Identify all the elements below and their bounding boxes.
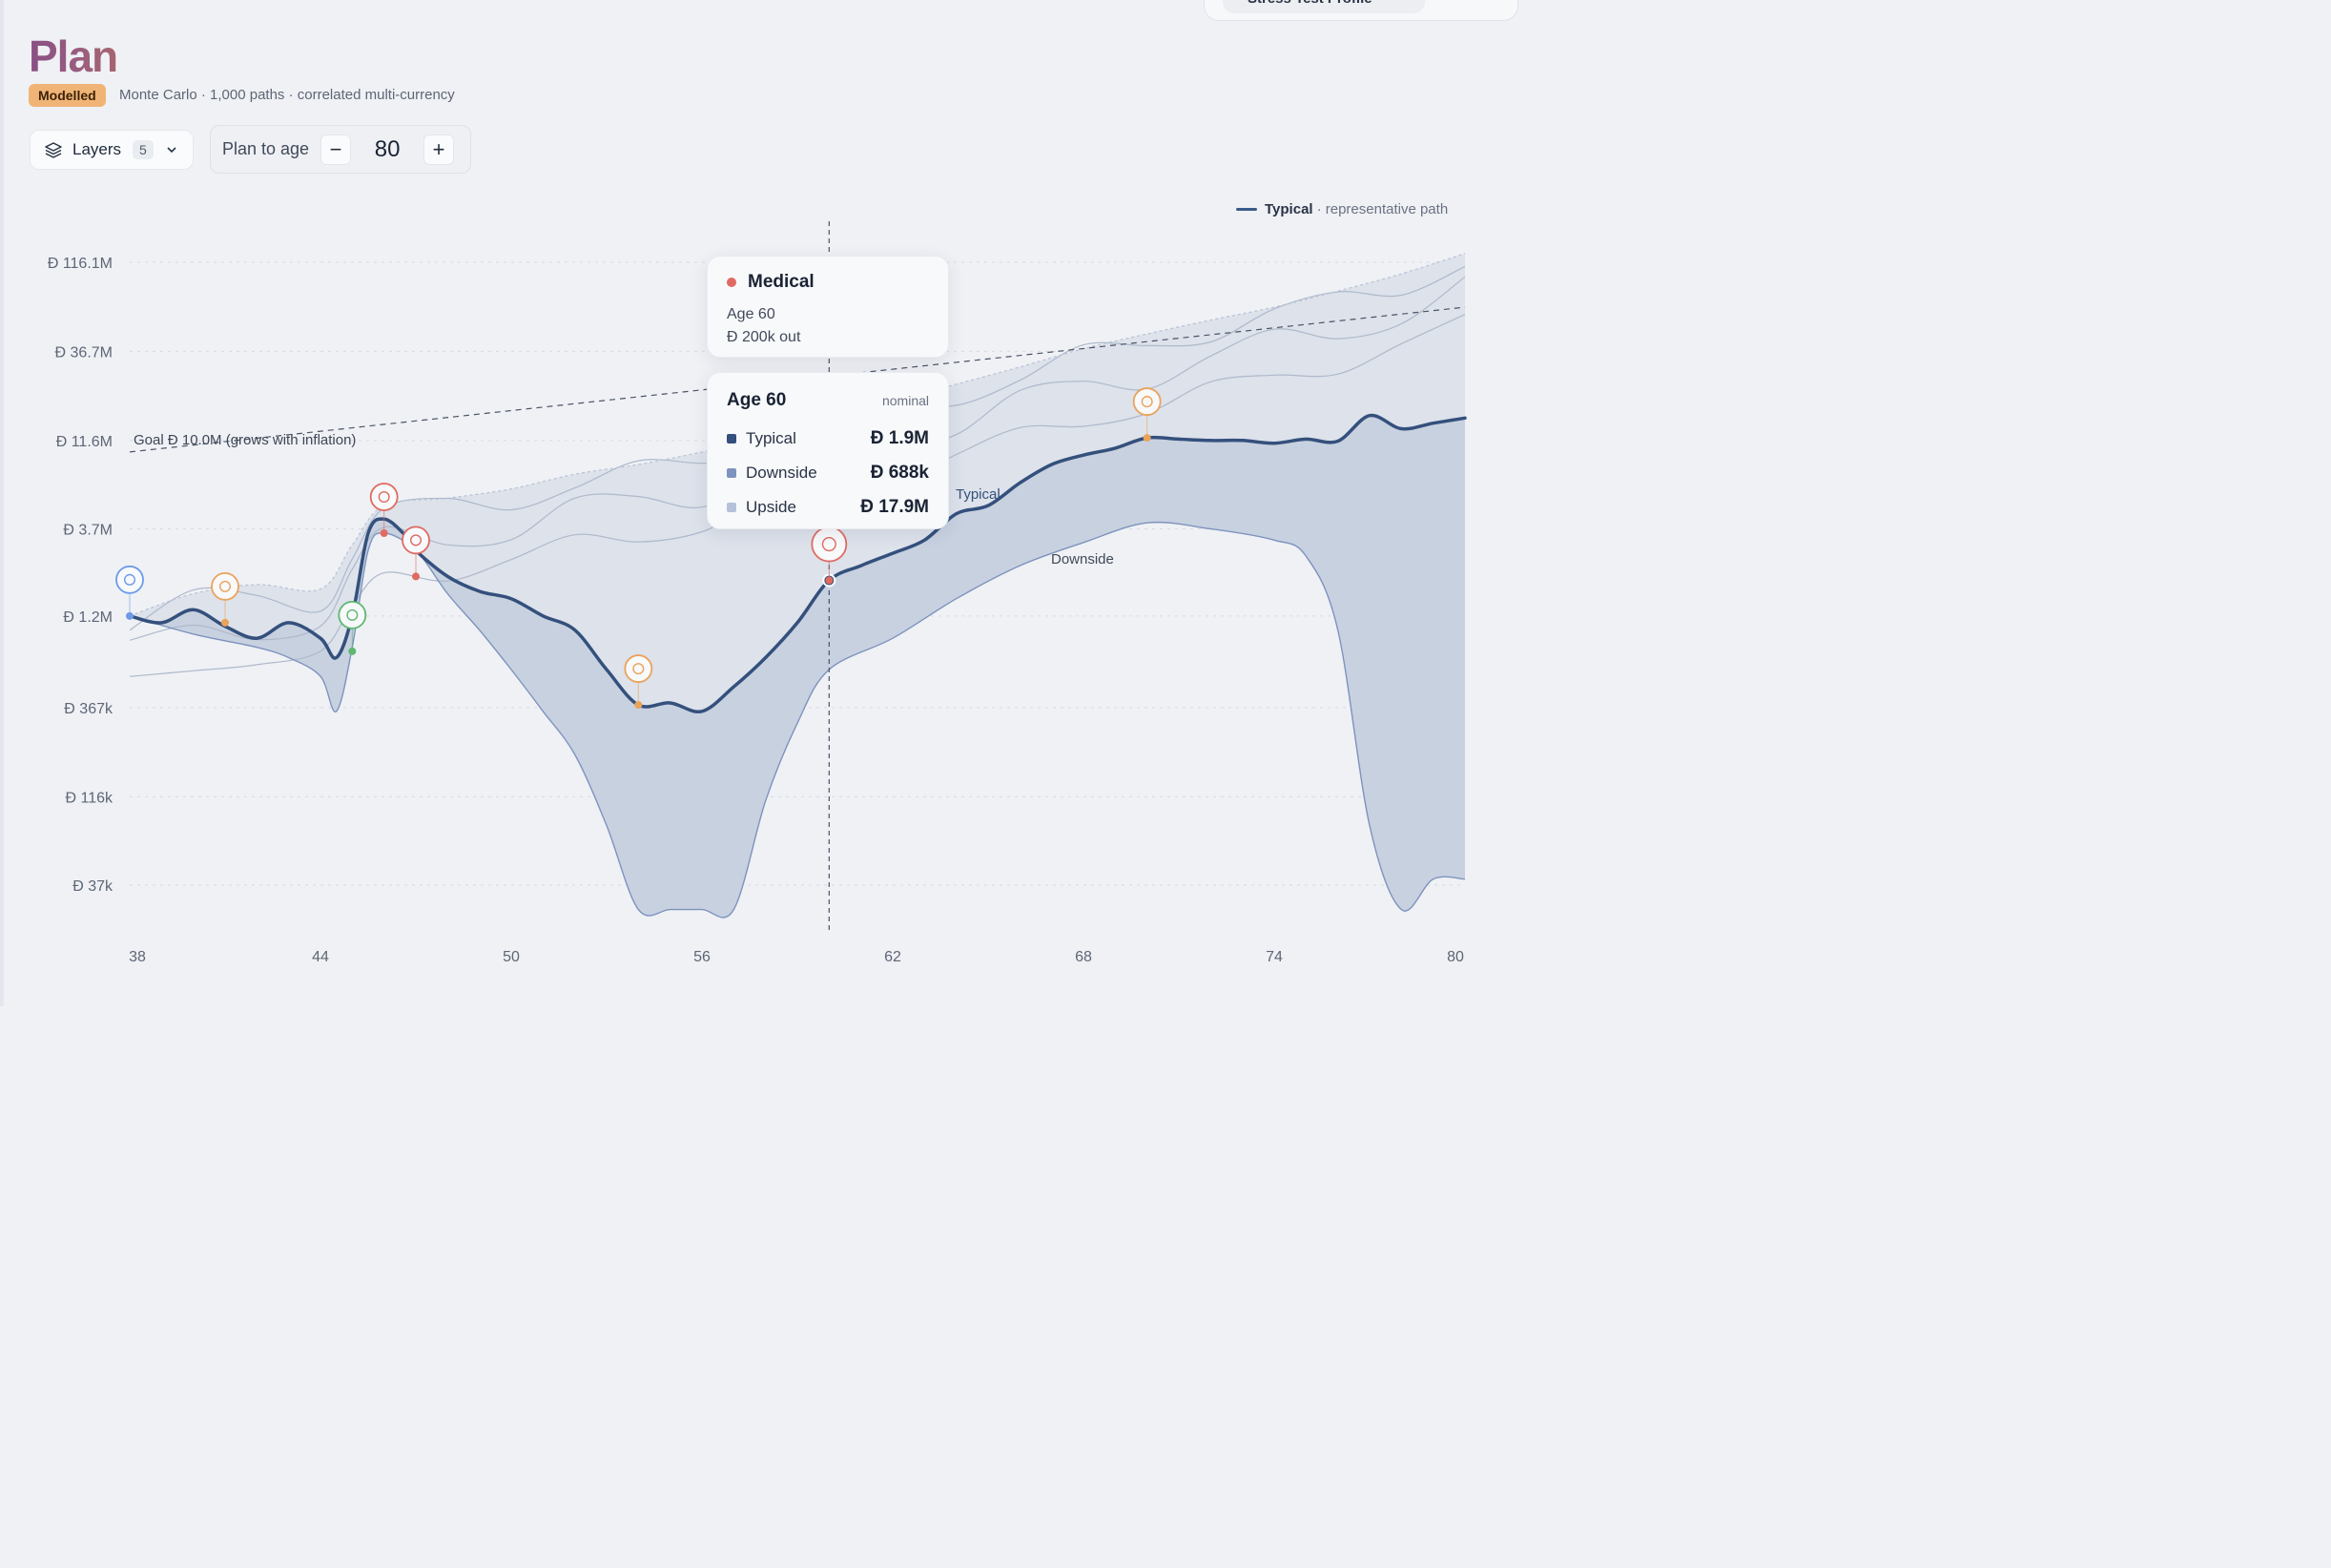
event-point: [380, 529, 388, 538]
event-point: [126, 611, 134, 620]
y-tick-label-5: Ð 367k: [64, 701, 113, 717]
x-tick-label-68: 68: [1075, 949, 1092, 965]
tooltip-upside-value: Ð 17.9M: [860, 497, 929, 517]
x-tick-label-56: 56: [693, 949, 711, 965]
plan-to-age-label: Plan to age: [222, 139, 310, 158]
plan-to-age-value[interactable]: 80: [374, 135, 401, 162]
y-tick-label-0: Ð 116.1M: [48, 256, 113, 272]
home-event-marker: [369, 483, 399, 511]
typical-series-label: Typical: [956, 486, 1000, 503]
goal-label: Goal Ð 10.0M (grows with inflation): [134, 432, 356, 448]
typical-line: [128, 413, 1467, 714]
event-tooltip: Medical Age 60 Ð 200k out: [707, 256, 949, 358]
stethoscope-icon: [821, 537, 836, 552]
legend-typical-label: Typical: [1265, 201, 1313, 217]
chevron-down-icon: [167, 147, 176, 154]
baby-icon: [218, 580, 232, 592]
baby-event-marker: [211, 571, 239, 601]
stethoscope-event-marker: [811, 526, 848, 563]
event-point: [412, 572, 420, 581]
event-point: [221, 618, 229, 627]
x-tick-label-44: 44: [312, 949, 329, 965]
tooltip-row-typical: Typical Ð 1.9M: [727, 428, 929, 449]
tooltip-row-downside: Downside Ð 688k: [727, 463, 929, 484]
tooltip-downside-label: Downside: [746, 464, 817, 482]
graduation-cap-icon: [632, 663, 645, 675]
event-point: [1143, 434, 1151, 443]
legend-typical-swatch: [1236, 208, 1257, 211]
y-tick-label-2: Ð 11.6M: [56, 434, 113, 450]
plane-event-marker: [402, 526, 430, 555]
palm-tree-icon: [1141, 396, 1153, 408]
y-tick-label-4: Ð 1.2M: [63, 609, 113, 626]
layers-button[interactable]: Layers 5: [30, 130, 194, 170]
medical-dot: [727, 278, 736, 287]
arrow-up-icon: [346, 609, 359, 621]
age-increment-button[interactable]: +: [423, 134, 455, 165]
globe-event-marker: [115, 565, 144, 594]
modelled-badge: Modelled: [29, 84, 106, 107]
event-point: [825, 576, 834, 585]
left-rule: [0, 0, 4, 1006]
tooltip-upside-label: Upside: [746, 498, 796, 516]
stress-test-button[interactable]: Stress Test Profile: [1223, 0, 1425, 13]
tooltip-mode: nominal: [881, 393, 929, 408]
tooltip-typical-label: Typical: [746, 429, 796, 447]
chart-legend: Typical · representative path: [1236, 201, 1448, 217]
layers-count: 5: [133, 140, 154, 159]
y-tick-label-3: Ð 3.7M: [63, 522, 113, 538]
x-tick-label-80: 80: [1447, 949, 1464, 965]
event-point: [634, 701, 643, 710]
home-icon: [378, 490, 390, 504]
x-tick-label-50: 50: [503, 949, 520, 965]
x-tick-label-38: 38: [129, 949, 146, 965]
value-tooltip: Age 60 nominal Typical Ð 1.9M Downside Ð…: [707, 372, 949, 529]
tooltip-downside-value: Ð 688k: [870, 463, 929, 483]
y-tick-label-1: Ð 36.7M: [55, 344, 113, 361]
upside-line: [129, 253, 1466, 617]
upside-swatch: [727, 503, 736, 512]
y-tick-label-6: Ð 116k: [65, 790, 113, 806]
tooltip-age: Age 60: [727, 390, 787, 410]
palm-tree-event-marker: [1132, 387, 1162, 416]
x-tick-label-62: 62: [884, 949, 901, 965]
downside-swatch: [727, 468, 736, 478]
tooltip-row-upside: Upside Ð 17.9M: [727, 497, 929, 518]
layers-icon: [45, 142, 62, 158]
x-tick-label-74: 74: [1266, 949, 1283, 965]
event-amount: Ð 200k out: [727, 329, 801, 345]
graduation-cap-event-marker: [624, 654, 653, 683]
layers-label: Layers: [72, 140, 122, 158]
legend-note: · representative path: [1316, 201, 1449, 217]
event-age: Age 60: [727, 306, 775, 322]
downside-band: [130, 415, 1465, 918]
tooltip-typical-value: Ð 1.9M: [870, 428, 929, 448]
event-point: [348, 647, 357, 655]
plane-icon: [409, 534, 423, 547]
downside-series-label: Downside: [1051, 551, 1114, 567]
arrow-up-event-marker: [338, 600, 367, 629]
globe-icon: [123, 573, 136, 586]
event-title: Medical: [748, 272, 815, 292]
y-tick-label-7: Ð 37k: [72, 878, 113, 895]
typical-swatch: [727, 434, 736, 444]
age-decrement-button[interactable]: −: [320, 134, 352, 165]
simulation-subtitle: Monte Carlo · 1,000 paths · correlated m…: [119, 87, 455, 103]
page-title: Plan: [29, 31, 118, 81]
plan-to-age-control: Plan to age − 80 +: [210, 125, 471, 174]
